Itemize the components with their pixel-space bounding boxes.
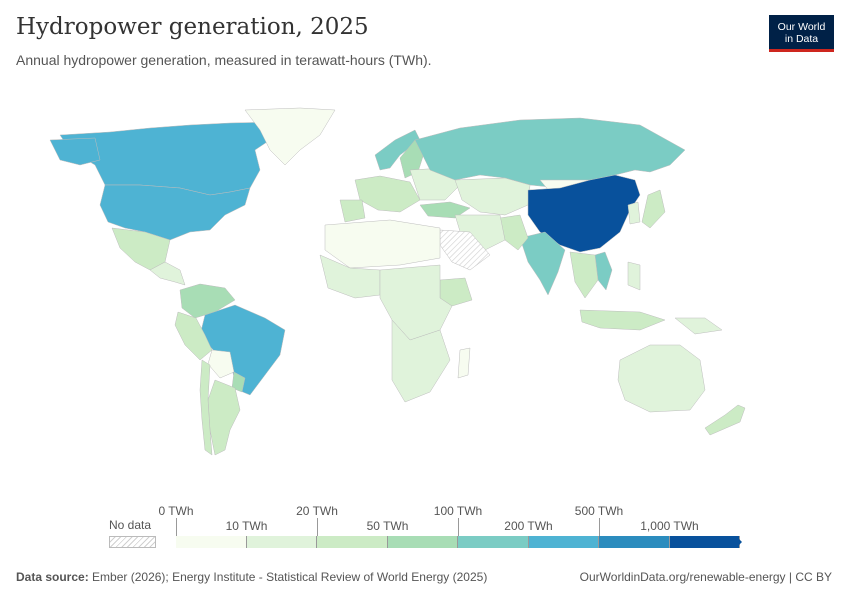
legend-bin-7 [669,536,740,548]
legend-upper-tick: 20 TWh [296,504,338,518]
region-indonesia[interactable] [579,309,666,331]
legend-lower-tick: 1,000 TWh [640,519,699,533]
region-canada[interactable] [59,121,276,196]
legend-tick-line [458,518,459,536]
data-source-text: Ember (2026); Energy Institute - Statist… [92,570,488,584]
legend-tick-line [176,518,177,536]
legend-bin-5 [528,536,599,548]
legend-lower-tick: 200 TWh [504,519,553,533]
legend-upper-tick: 0 TWh [158,504,194,518]
region-korea[interactable] [627,201,641,225]
region-iberia[interactable] [339,199,366,223]
region-alaska[interactable] [49,137,101,166]
legend-bin-2 [317,536,388,548]
region-greenland[interactable] [244,107,336,166]
logo-line-1: Our World [777,21,826,33]
legend-no-data-swatch [109,536,156,548]
legend-bin-0 [176,536,247,548]
data-source: Data source: Ember (2026); Energy Instit… [16,570,487,584]
region-brazil[interactable] [199,304,286,396]
legend-upper-tick: 100 TWh [433,504,483,518]
region-dr-congo-central-africa[interactable] [379,264,453,341]
region-peru[interactable] [174,311,213,361]
region-australia[interactable] [617,344,706,413]
legend-upper-tick: 500 TWh [574,504,624,518]
world-map [49,107,746,456]
page-subtitle: Annual hydropower generation, measured i… [16,52,432,68]
owid-logo[interactable]: Our World in Data [769,15,834,52]
legend-tick-line [317,518,318,536]
region-venezuela-colombia[interactable] [179,283,236,319]
region-vietnam[interactable] [594,251,613,291]
legend-arrow-icon [736,536,742,548]
region-western-europe[interactable] [354,175,421,213]
legend-bin-6 [599,536,670,548]
region-india[interactable] [519,231,566,296]
legend-bin-4 [458,536,529,548]
legend-tick-line [599,518,600,536]
region-southeast-asia[interactable] [569,251,599,299]
legend-no-data-label: No data [109,518,152,532]
region-chile[interactable] [199,359,213,456]
page-title: Hydropower generation, 2025 [16,14,369,40]
legend-lower-tick: 50 TWh [366,519,409,533]
region-russia[interactable] [414,117,686,189]
region-japan[interactable] [641,189,666,229]
owid-link[interactable]: OurWorldinData.org/renewable-energy | CC… [579,570,832,584]
data-source-label: Data source: [16,570,89,584]
legend-bin-1 [246,536,317,548]
region-central-america[interactable] [149,261,186,286]
region-kazakhstan-central-asia[interactable] [454,177,531,216]
region-paraguay[interactable] [231,371,246,393]
region-new-zealand[interactable] [704,404,746,436]
region-united-states[interactable] [99,184,251,241]
legend-color-bar [176,536,740,548]
region-bolivia[interactable] [207,349,235,379]
region-madagascar[interactable] [457,347,471,379]
region-philippines[interactable] [627,261,641,291]
region-turkey[interactable] [419,201,471,219]
legend-lower-tick: 10 TWh [225,519,268,533]
logo-line-2: in Data [784,33,819,45]
region-argentina[interactable] [207,379,241,456]
region-sweden[interactable] [399,139,426,179]
region-new-guinea[interactable] [674,317,723,335]
region-southern-africa[interactable] [391,319,451,403]
region-north-africa[interactable] [324,219,441,269]
legend-bin-3 [387,536,458,548]
